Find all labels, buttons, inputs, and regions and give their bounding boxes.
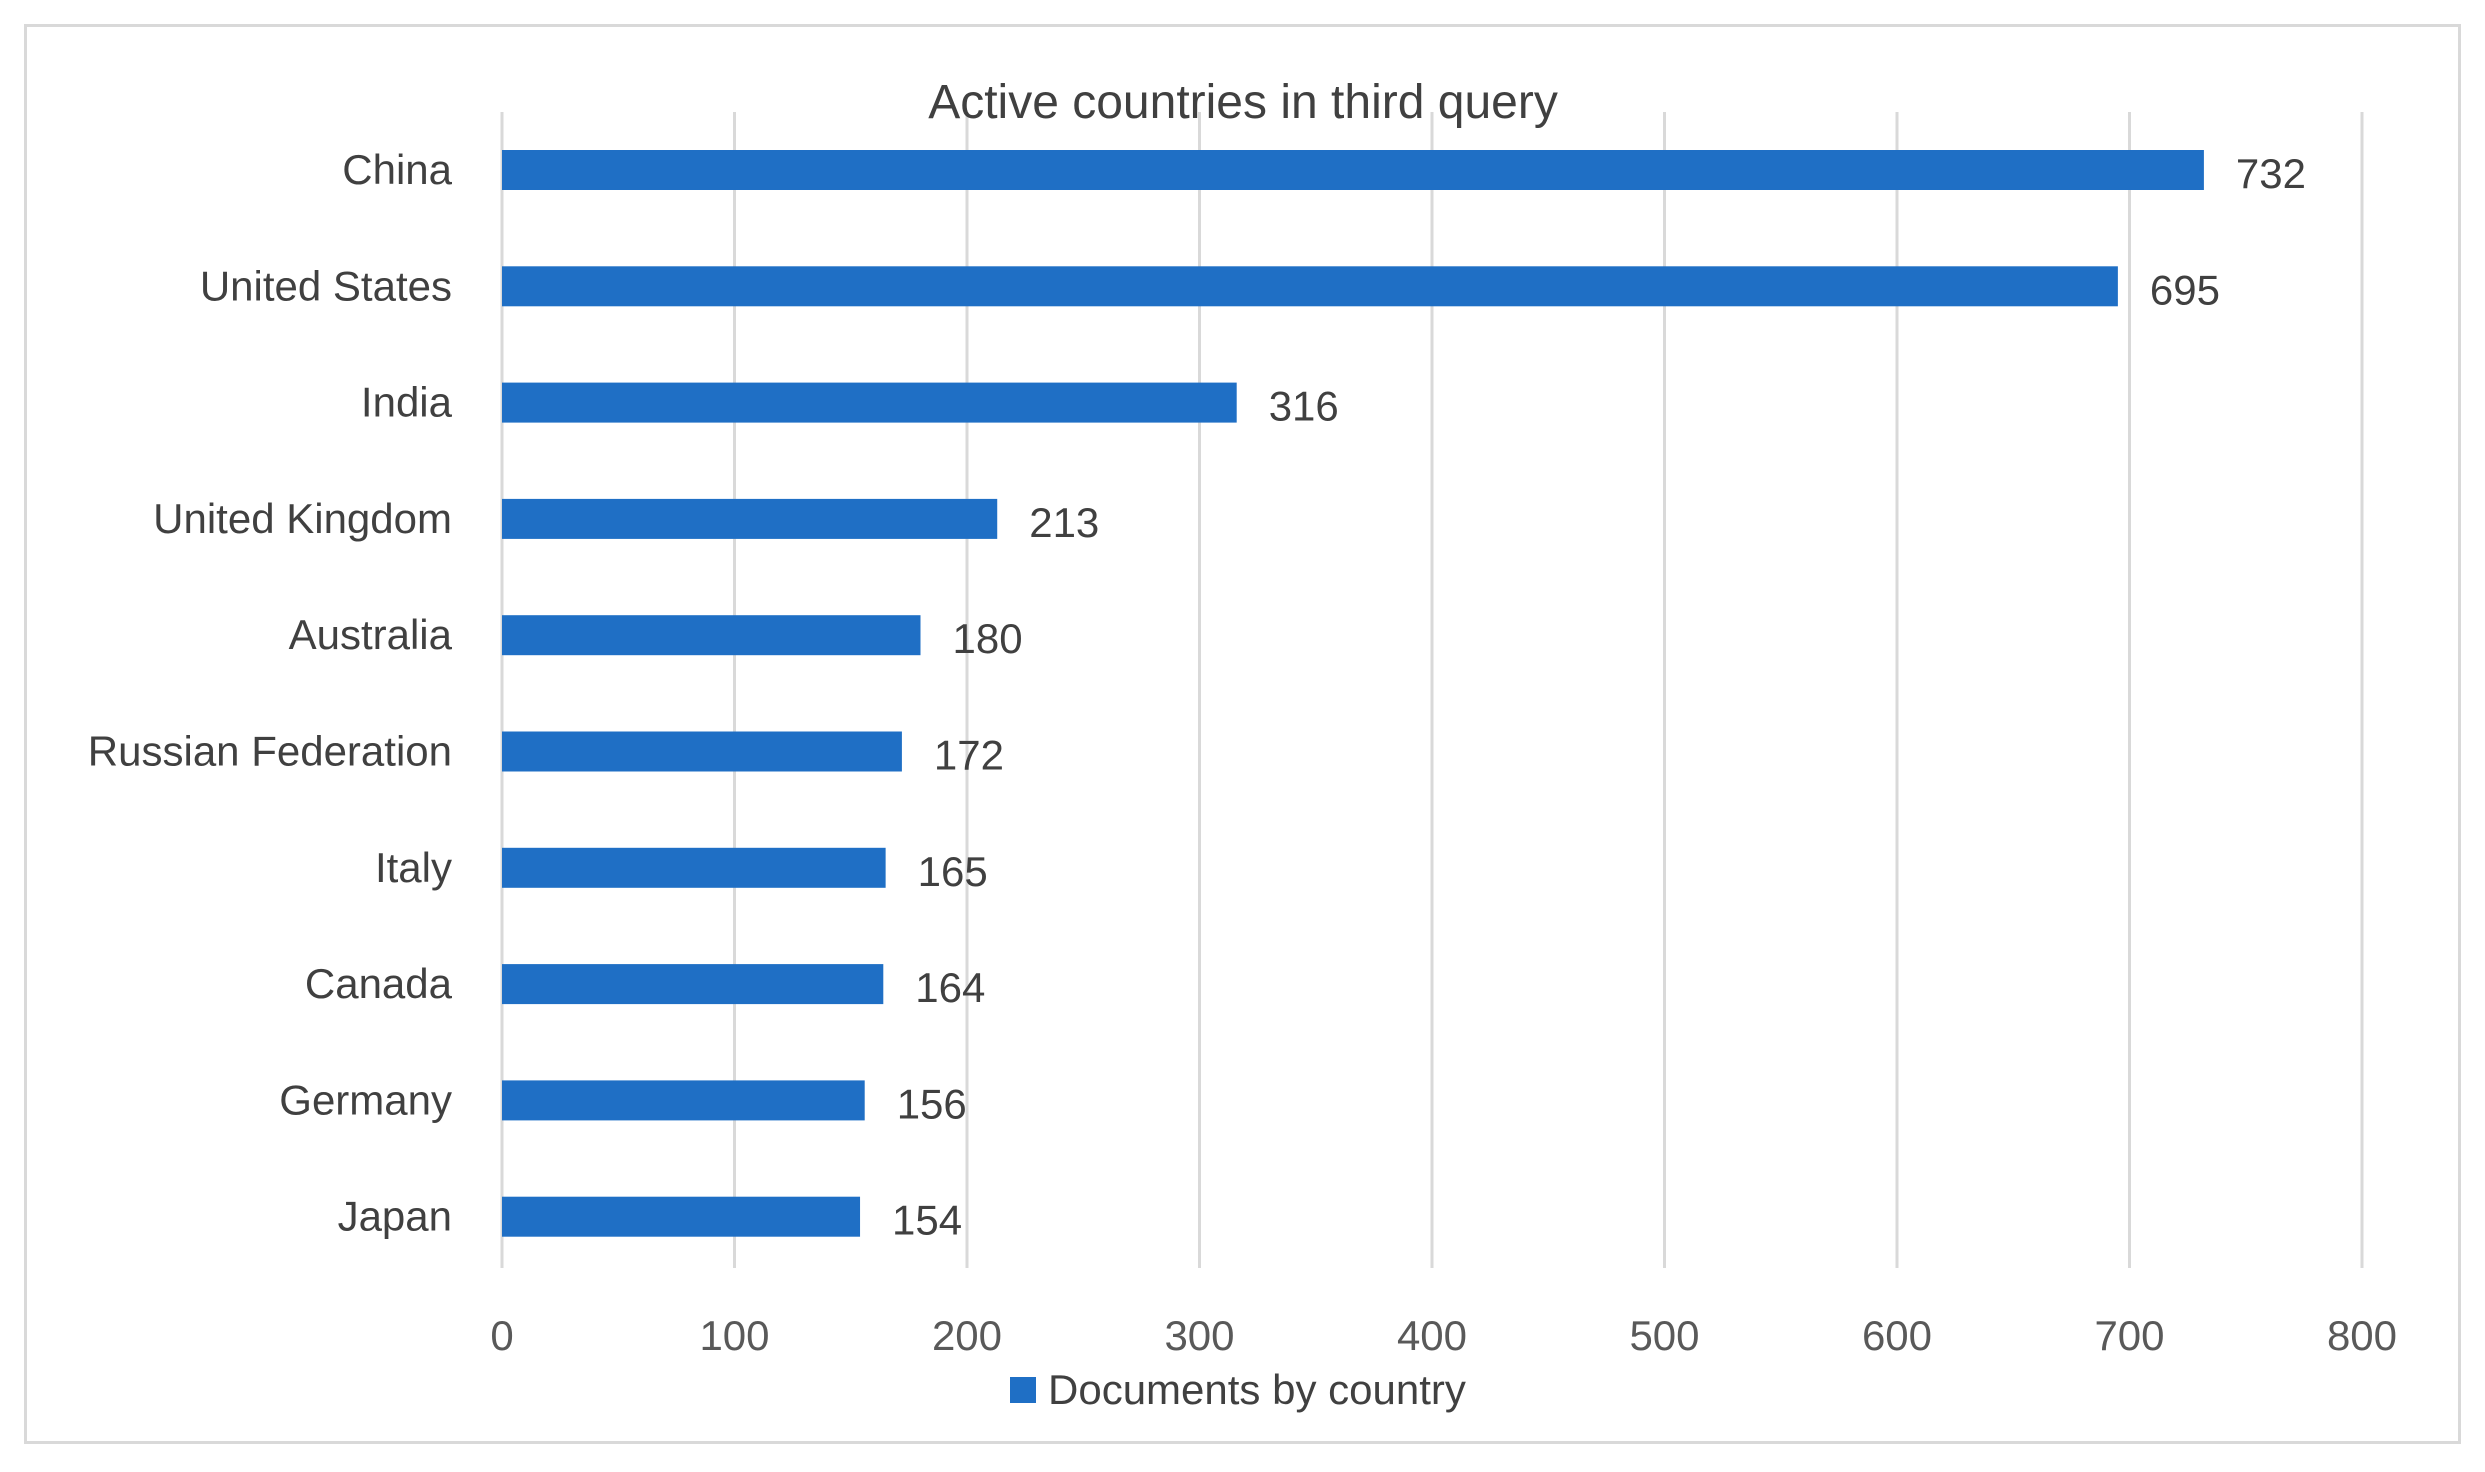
x-tick-label: 800	[2327, 1312, 2397, 1359]
category-label: Russian Federation	[88, 728, 452, 775]
data-label: 732	[2236, 150, 2306, 197]
category-label: Canada	[305, 960, 453, 1007]
legend-swatch	[1010, 1377, 1036, 1403]
bar	[502, 615, 921, 656]
data-label: 154	[892, 1197, 962, 1244]
x-tick-label: 700	[2094, 1312, 2164, 1359]
chart-frame	[24, 24, 2461, 1444]
category-label: Italy	[375, 844, 452, 891]
bar	[502, 150, 2204, 190]
category-label: United Kingdom	[153, 495, 452, 542]
x-tick-label: 200	[932, 1312, 1002, 1359]
bar	[502, 964, 884, 1005]
data-label: 316	[1269, 383, 1339, 430]
data-label: 156	[897, 1080, 967, 1127]
bars	[502, 150, 2204, 1237]
x-tick-label: 500	[1629, 1312, 1699, 1359]
bar	[502, 847, 886, 888]
data-label: 172	[934, 732, 1004, 779]
chart-title: Active countries in third query	[928, 76, 1558, 129]
category-label: India	[361, 379, 453, 426]
x-tick-label: 100	[699, 1312, 769, 1359]
data-label: 695	[2150, 266, 2220, 313]
x-tick-label: 600	[1862, 1312, 1932, 1359]
legend-label: Documents by country	[1048, 1366, 1466, 1413]
bar	[502, 266, 2118, 307]
category-label: Japan	[338, 1193, 452, 1240]
category-label: Australia	[289, 611, 453, 658]
bar	[502, 1080, 865, 1121]
data-label: 165	[918, 848, 988, 895]
data-label: 164	[915, 964, 985, 1011]
bar	[502, 498, 998, 539]
bar	[502, 1196, 861, 1237]
bar	[502, 731, 902, 772]
category-label: Germany	[279, 1076, 452, 1123]
category-label: United States	[200, 262, 452, 309]
data-label: 213	[1029, 499, 1099, 546]
x-tick-label: 400	[1397, 1312, 1467, 1359]
data-label: 180	[953, 615, 1023, 662]
x-tick-label: 0	[490, 1312, 513, 1359]
legend: Documents by country	[1010, 1366, 1466, 1413]
category-label: China	[342, 146, 452, 193]
labels: 0 100 200 300 400 500 600 700 800 China 732 United …	[88, 146, 2397, 1359]
bar	[502, 382, 1237, 423]
x-tick-label: 300	[1164, 1312, 1234, 1359]
